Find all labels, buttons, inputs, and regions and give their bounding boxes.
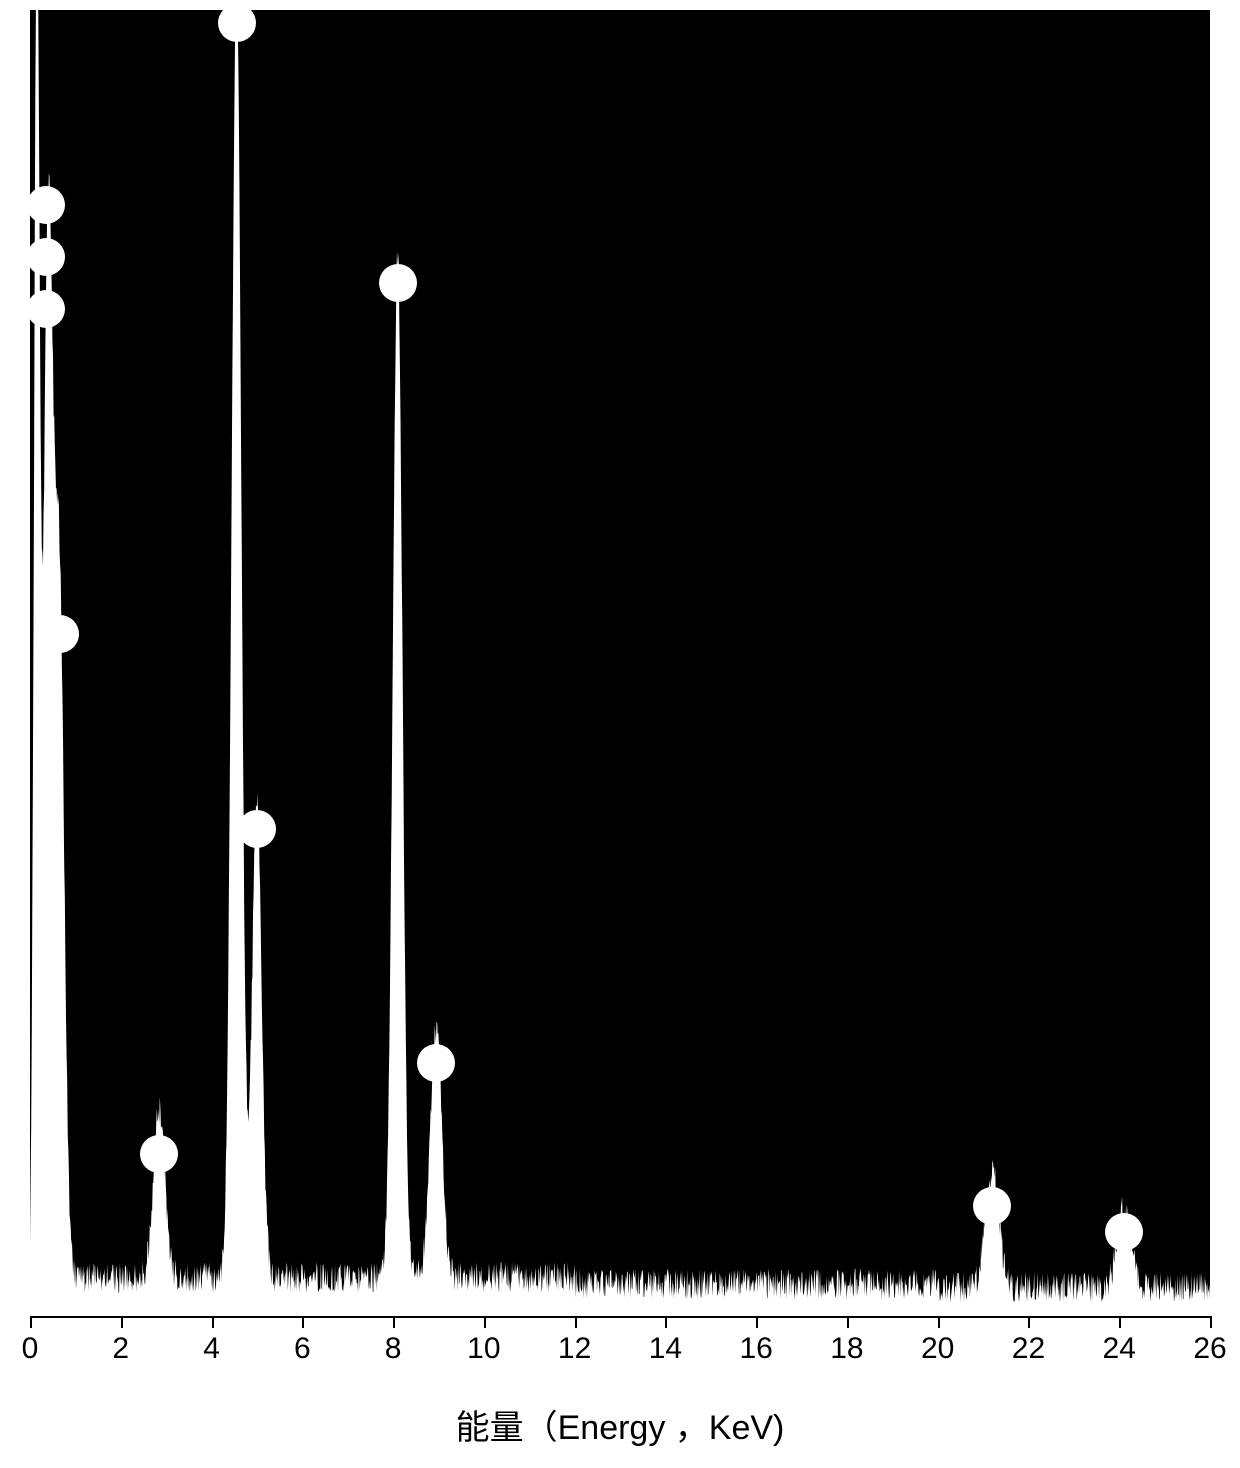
peak-marker <box>140 1135 178 1173</box>
peak-marker <box>379 264 417 302</box>
peak-marker <box>41 615 79 653</box>
x-tick-label: 14 <box>649 1332 682 1366</box>
x-tick-label: 22 <box>1012 1332 1045 1366</box>
x-tick-label: 4 <box>203 1332 220 1366</box>
peak-marker <box>973 1187 1011 1225</box>
x-axis-line <box>30 1316 1210 1318</box>
plot-area <box>30 10 1210 1310</box>
peak-marker <box>238 810 276 848</box>
x-tick-label: 10 <box>467 1332 500 1366</box>
x-tick-label: 8 <box>385 1332 402 1366</box>
x-tick-label: 12 <box>558 1332 591 1366</box>
x-tick-label: 20 <box>921 1332 954 1366</box>
x-tick-label: 16 <box>739 1332 772 1366</box>
x-axis: 02468101214161820222426 <box>30 1316 1210 1376</box>
spectrum-fill <box>30 10 1210 1310</box>
x-tick-label: 6 <box>294 1332 311 1366</box>
x-axis-label: 能量（Energy ，KeV) <box>456 1400 785 1449</box>
x-tick <box>1210 1316 1212 1328</box>
x-tick-label: 0 <box>22 1332 39 1366</box>
x-tick-label: 2 <box>112 1332 129 1366</box>
spectrum-svg <box>30 10 1210 1310</box>
x-tick-label: 26 <box>1193 1332 1226 1366</box>
x-tick-label: 18 <box>830 1332 863 1366</box>
eds-chart <box>30 10 1210 1330</box>
x-tick-label: 24 <box>1103 1332 1136 1366</box>
peak-marker <box>417 1044 455 1082</box>
peak-marker <box>1105 1213 1143 1251</box>
